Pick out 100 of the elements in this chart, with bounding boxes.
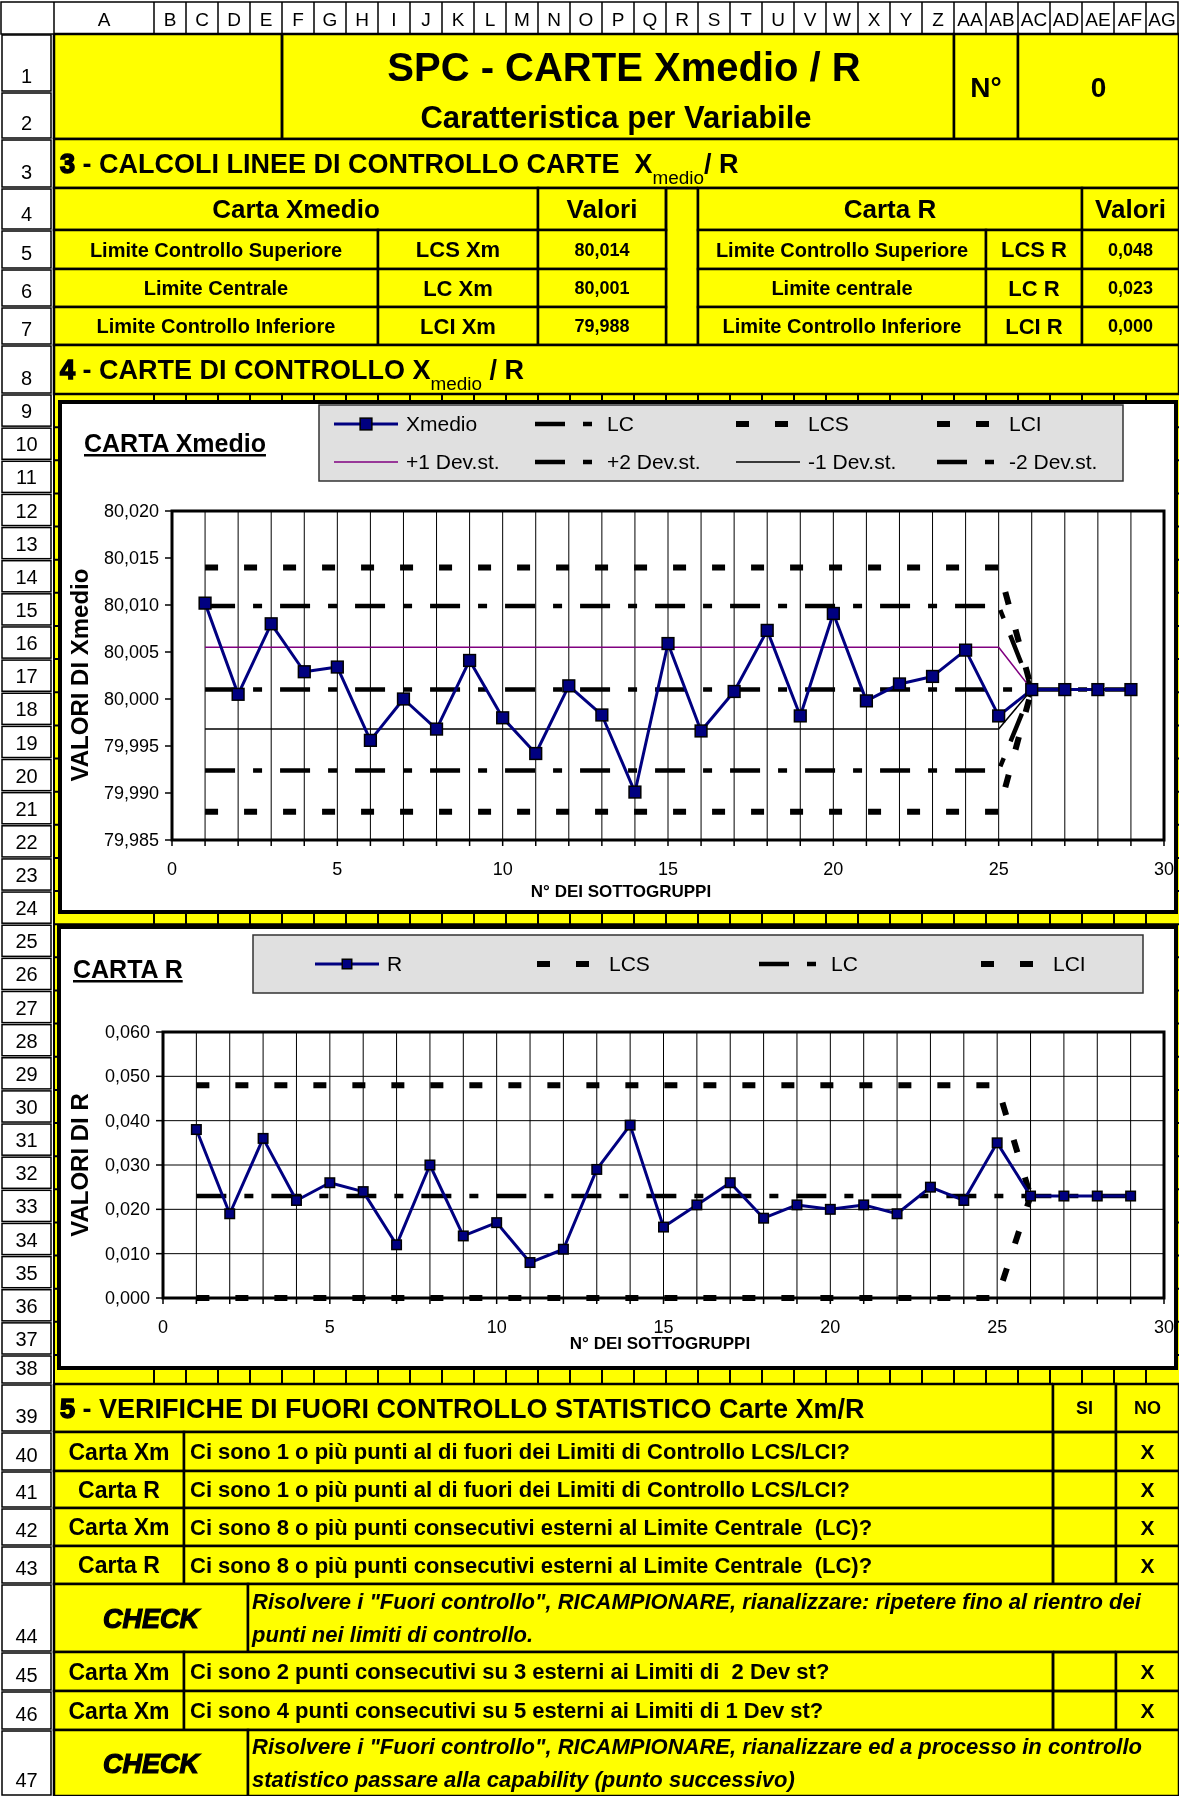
y-axis-title: VALORI DI R — [66, 1093, 93, 1237]
y-tick-label: 0,020 — [104, 1199, 150, 1220]
text: Ci sono 1 o più punti al di fuori dei Limiti di Controllo LCS/LCI? — [190, 1477, 850, 1503]
y-tick-label: 80,020 — [103, 501, 159, 521]
text: Ci sono 8 o più punti consecutivi esterni al Limite Centrale (LC)? — [190, 1514, 873, 1540]
text: SI — [1075, 1398, 1094, 1419]
text: 80,001 — [574, 278, 630, 299]
text: Ci sono 4 punti consecutivi su 5 esterni ai Limiti di 1 Dev st? — [190, 1698, 824, 1724]
category-label: Y — [899, 9, 913, 30]
category-label: 19 — [15, 731, 38, 754]
category-label: 22 — [15, 830, 38, 853]
category-label: K — [451, 9, 465, 30]
x-tick-label: 15 — [657, 859, 679, 879]
category-label: Q — [642, 9, 658, 30]
category-label: U — [771, 9, 785, 30]
category-label: 36 — [15, 1294, 38, 1317]
text: Limite Controllo Inferiore — [722, 315, 962, 338]
text: CHECK — [102, 1603, 202, 1634]
x-tick-label: 0 — [166, 859, 178, 879]
category-label: L — [484, 9, 496, 30]
category-label: 27 — [15, 996, 38, 1019]
y-tick-label: 80,000 — [103, 689, 159, 709]
category-label: 5 — [20, 242, 33, 264]
text: LCI Xm — [420, 313, 496, 339]
text: CHECK — [102, 1748, 202, 1779]
text: Risolvere i "Fuori controllo", RICAMPIONARE, rianalizzare: ripetere fino al rientro dei punti nei limiti di controllo. — [251, 1589, 1142, 1648]
category-label: 30 — [15, 1096, 38, 1119]
legend-label: LCS — [808, 412, 849, 435]
category-label: T — [740, 9, 753, 30]
category-label: 21 — [15, 797, 38, 820]
category-label: 33 — [15, 1195, 38, 1218]
category-label: 28 — [15, 1029, 38, 1052]
category-label: 32 — [15, 1162, 38, 1185]
category-label: 35 — [15, 1261, 38, 1284]
category-label: 43 — [15, 1557, 38, 1579]
text: Limite Controllo Inferiore — [96, 315, 336, 338]
category-label: I — [391, 9, 397, 30]
category-label: 12 — [15, 499, 38, 522]
category-label: D — [227, 9, 241, 30]
category-label: 34 — [15, 1228, 38, 1251]
x-axis-title: N° DEI SOTTOGRUPPI — [569, 1334, 751, 1353]
category-label: 46 — [15, 1703, 38, 1725]
category-label: W — [833, 9, 852, 30]
x-tick-label: 25 — [987, 1317, 1008, 1337]
y-tick-label: 79,995 — [103, 736, 159, 756]
legend-label: -1 Dev.st. — [808, 450, 897, 473]
category-label: 39 — [15, 1405, 38, 1427]
legend-label: R — [387, 952, 403, 975]
text: Carta R — [78, 1476, 161, 1503]
category-label: 40 — [15, 1444, 38, 1466]
y-tick-label: 0,060 — [104, 1022, 150, 1042]
chart-title: CARTA Xmedio — [84, 429, 266, 457]
category-label: AA — [957, 9, 983, 30]
text: N° — [970, 71, 1002, 103]
category-label: 29 — [15, 1062, 38, 1085]
category-label: 9 — [20, 400, 33, 423]
category-label: V — [803, 9, 817, 30]
category-label: O — [578, 9, 594, 30]
chart-title: CARTA R — [73, 955, 183, 983]
text: 0,000 — [1107, 316, 1154, 337]
x-tick-label: 5 — [324, 1317, 335, 1337]
text: X — [1140, 1478, 1155, 1502]
category-label: 25 — [15, 930, 38, 953]
legend-label: LCS — [609, 952, 650, 975]
text: 80,014 — [574, 239, 630, 260]
category-label: 3 — [20, 161, 33, 183]
x-tick-label: 20 — [820, 1317, 841, 1337]
category-label: 26 — [15, 963, 38, 986]
y-tick-label: 0,030 — [104, 1155, 150, 1175]
category-label: AG — [1148, 9, 1176, 30]
text: 79,988 — [574, 316, 630, 337]
category-label: 1 — [20, 65, 33, 87]
category-label: 47 — [15, 1769, 38, 1791]
text: X — [1140, 1660, 1155, 1684]
category-label: AC — [1020, 9, 1048, 30]
category-label: E — [259, 9, 273, 30]
text: Carta Xm — [68, 1697, 170, 1724]
text: Carta R — [78, 1552, 161, 1579]
text: Limite Centrale — [143, 277, 289, 300]
text: Valori — [566, 194, 638, 225]
category-label: 44 — [15, 1625, 38, 1647]
y-tick-label: 79,990 — [103, 783, 159, 803]
y-tick-label: 0,000 — [104, 1288, 150, 1308]
category-label: G — [322, 9, 338, 30]
category-label: N — [547, 9, 561, 30]
legend-label: +1 Dev.st. — [406, 450, 500, 473]
category-label: 16 — [15, 632, 38, 655]
text: Carta Xm — [68, 1514, 170, 1541]
text: Ci sono 1 o più punti al di fuori dei Limiti di Controllo LCS/LCI? — [190, 1439, 850, 1465]
category-label: AE — [1085, 9, 1111, 30]
category-label: 15 — [15, 598, 38, 621]
category-label: 18 — [15, 698, 38, 721]
x-tick-label: 10 — [492, 859, 513, 879]
category-label: 14 — [15, 565, 38, 588]
y-tick-label: 80,010 — [103, 595, 159, 615]
category-label: 24 — [15, 897, 38, 920]
legend-label: LC — [607, 412, 634, 435]
category-label: B — [163, 9, 177, 30]
text: Risolvere i "Fuori controllo", RICAMPIONARE, rianalizzare ed a processo in controllo statistico passare alla capability (punto successivo) — [252, 1734, 1143, 1793]
category-label: J — [421, 9, 431, 30]
